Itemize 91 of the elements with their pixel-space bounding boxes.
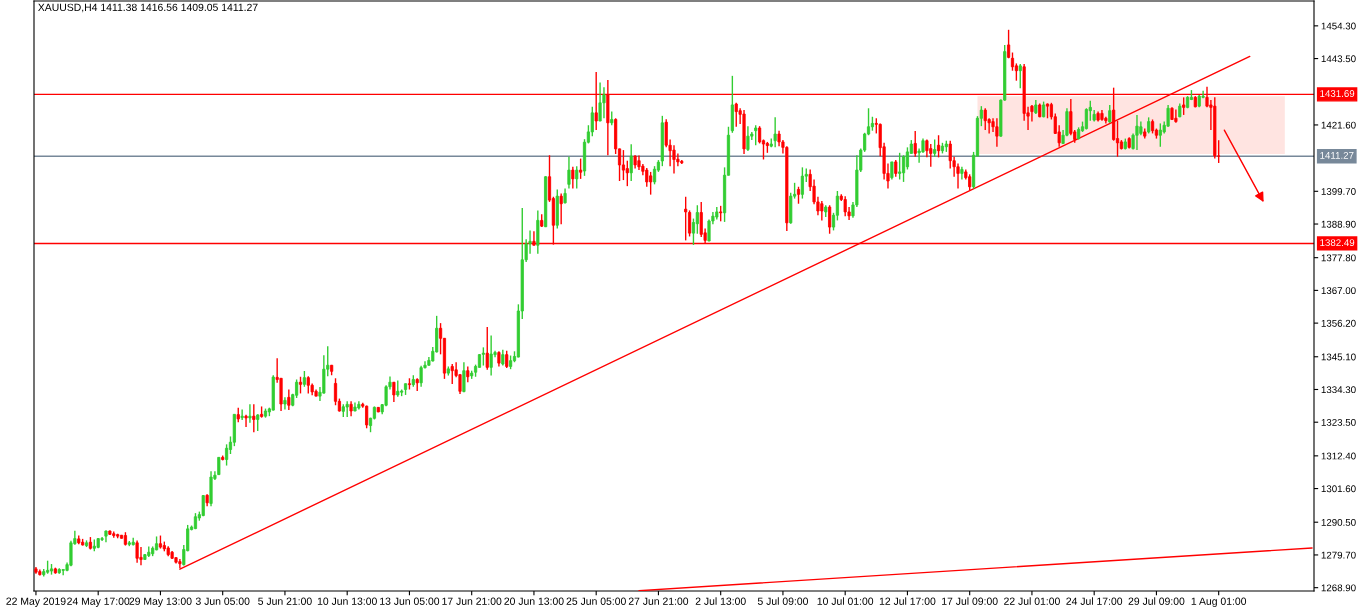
candlestick	[936, 134, 941, 159]
candlestick	[559, 192, 563, 226]
candlestick	[773, 116, 777, 149]
candlestick	[248, 403, 252, 424]
ref-line-label: 1382.49	[1320, 239, 1355, 247]
x-tick-label: 12 Jul 17:00	[879, 597, 936, 605]
ref-line-label: 1411.27	[1320, 151, 1354, 159]
x-tick-label: 27 Jun 21:00	[628, 597, 689, 605]
candlestick	[687, 209, 692, 238]
candlestick	[462, 361, 466, 393]
y-tick-label: 1334.30	[1321, 386, 1356, 394]
x-tick-label: 24 Jul 17:00	[1066, 597, 1123, 605]
y-tick-label: 1399.70	[1321, 188, 1356, 195]
candlestick	[532, 230, 536, 247]
candlestick	[579, 157, 583, 180]
x-tick-label: 24 May 17:00	[67, 597, 130, 607]
candlestick	[481, 346, 485, 367]
x-tick-label: 3 Jun 05:00	[195, 597, 250, 605]
candlestick	[252, 403, 256, 433]
y-tick-label: 1323.50	[1321, 418, 1356, 426]
candlestick	[419, 365, 423, 388]
candlestick	[1007, 29, 1011, 59]
candlestick	[983, 107, 987, 131]
candlestick	[754, 124, 758, 146]
candlestick	[287, 388, 291, 411]
y-tick-label: 1312.40	[1321, 452, 1356, 460]
candlestick	[1174, 108, 1178, 124]
y-tick-label: 1356.20	[1321, 319, 1356, 327]
candlestick	[898, 152, 902, 181]
y-tick-label: 1279.70	[1321, 551, 1356, 559]
y-tick-label: 1301.60	[1321, 485, 1356, 493]
candlestick	[828, 204, 832, 235]
candlestick	[649, 171, 653, 196]
candlestick	[240, 408, 244, 421]
y-tick-label: 1454.30	[1321, 22, 1356, 30]
candlestick	[929, 143, 933, 168]
candlestick	[913, 130, 917, 158]
candlestick	[905, 146, 910, 171]
x-tick-label: 2 Jul 13:00	[695, 597, 746, 605]
candlestick	[575, 165, 579, 190]
x-tick-label: 22 Jul 01:00	[1004, 597, 1060, 605]
candlestick	[1010, 51, 1015, 72]
x-tick-label: 5 Jul 09:00	[757, 597, 809, 605]
candlestick	[602, 86, 606, 119]
candlestick	[843, 195, 847, 217]
y-tick-label: 1443.50	[1321, 55, 1356, 63]
chart-title: XAUUSD,H4 1411.38 1416.56 1409.05 1411.27	[38, 3, 258, 13]
candlestick	[901, 154, 906, 183]
x-tick-label: 17 Jun 21:00	[442, 597, 502, 605]
candlestick	[629, 143, 633, 182]
x-tick-label: 17 Jul 09:00	[942, 597, 998, 605]
y-tick-label: 1290.50	[1321, 518, 1356, 526]
candlestick	[345, 400, 349, 418]
candlestick	[995, 117, 999, 148]
candlestick	[684, 196, 688, 242]
x-tick-label: 29 Jul 09:00	[1128, 597, 1185, 605]
candlestick	[225, 443, 229, 467]
candlestick	[450, 363, 454, 385]
candlestick	[652, 165, 657, 186]
candlestick	[695, 204, 699, 235]
candlestick	[820, 200, 824, 222]
x-tick-label: 5 Jun 21:00	[258, 597, 312, 605]
candlestick	[489, 334, 493, 377]
x-tick-label: 10 Jun 13:00	[317, 597, 377, 605]
candlestick	[61, 568, 65, 576]
candlestick	[1018, 63, 1022, 89]
y-tick-label: 1367.00	[1321, 287, 1356, 295]
y-tick-label: 1421.60	[1321, 121, 1356, 129]
x-tick-label: 29 May 13:00	[129, 597, 192, 607]
candlestick	[244, 413, 248, 428]
y-tick-label: 1388.90	[1321, 220, 1356, 228]
candlestick	[1135, 114, 1139, 151]
candlestick	[1158, 122, 1162, 148]
candlestick	[800, 166, 804, 200]
x-tick-label: 1 Aug 01:00	[1191, 597, 1247, 607]
y-tick-label: 1345.10	[1321, 353, 1356, 361]
candlestick	[571, 166, 575, 190]
candlestick	[567, 156, 571, 190]
candlestick	[746, 125, 750, 152]
x-tick-label: 13 Jun 05:00	[380, 597, 440, 605]
y-tick-label: 1377.80	[1321, 254, 1356, 262]
candlestick	[621, 149, 626, 181]
candlestick	[598, 81, 602, 122]
x-tick-label: 25 Jun 05:00	[566, 597, 626, 605]
ref-line-label: 1431.69	[1320, 90, 1355, 97]
candlestick	[485, 326, 489, 371]
x-tick-label: 20 Jun 13:00	[504, 597, 564, 605]
x-tick-label: 22 May 2019	[6, 597, 66, 607]
x-tick-label: 10 Jul 01:00	[817, 597, 874, 605]
y-tick-label: 1268.90	[1321, 584, 1356, 592]
candlestick	[135, 539, 139, 564]
